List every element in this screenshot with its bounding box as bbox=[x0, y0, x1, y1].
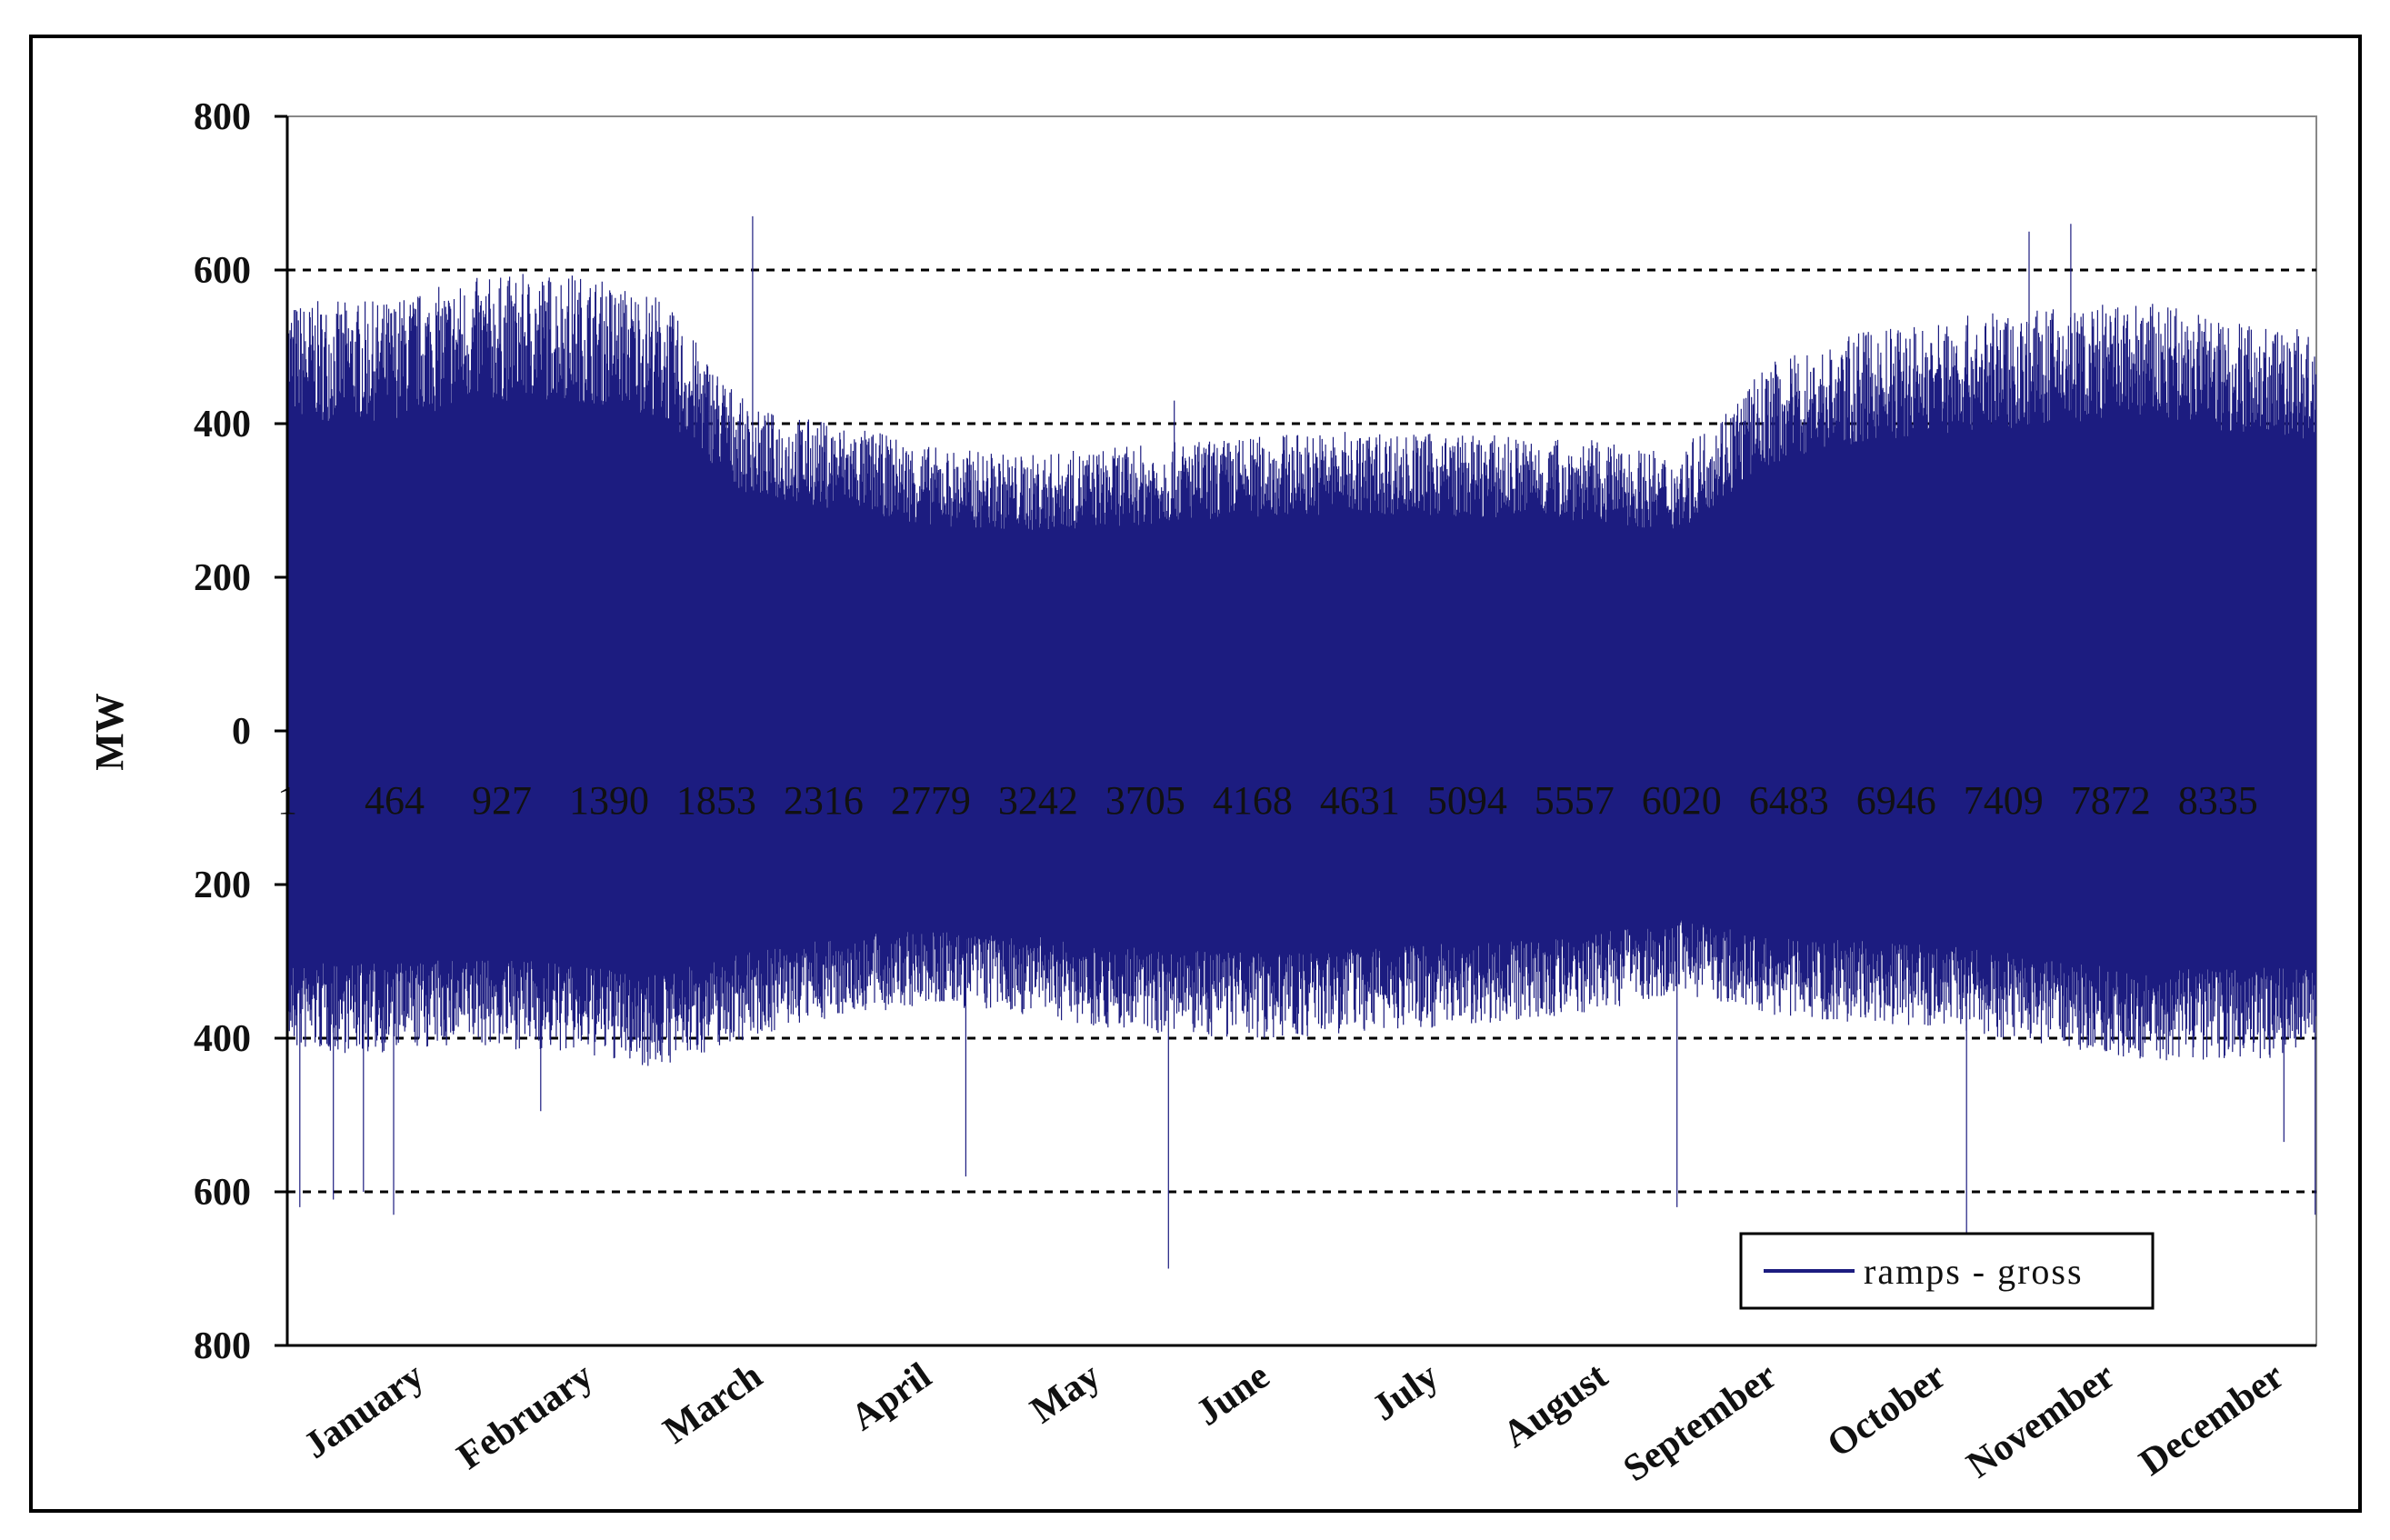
y-tick-label: 600 bbox=[194, 250, 251, 292]
y-tick-label: 400 bbox=[194, 1018, 251, 1060]
axes bbox=[275, 115, 2316, 1347]
x-hour-label: 4631 bbox=[1320, 778, 1400, 823]
y-tick-label: 400 bbox=[194, 404, 251, 445]
y-tick-label: 200 bbox=[194, 865, 251, 906]
x-hour-label: 2779 bbox=[891, 778, 971, 823]
x-hour-label: 6020 bbox=[1642, 778, 1722, 823]
y-tick-label: 200 bbox=[194, 557, 251, 599]
legend: ramps - gross bbox=[1739, 1232, 2155, 1310]
y-tick-labels: 800 600 400 200 0 200 400 600 800 bbox=[194, 96, 251, 1367]
y-tick-label: 800 bbox=[194, 1325, 251, 1367]
x-hour-label: 464 bbox=[365, 778, 425, 823]
x-hour-label: 6483 bbox=[1749, 778, 1829, 823]
x-hour-label: 8335 bbox=[2178, 778, 2258, 823]
x-hour-label: 3242 bbox=[998, 778, 1078, 823]
x-hour-label: 2316 bbox=[784, 778, 864, 823]
x-hour-label: 1390 bbox=[569, 778, 649, 823]
x-hour-label: 6946 bbox=[1856, 778, 1936, 823]
y-axis-label: MW bbox=[87, 693, 132, 771]
x-hour-label: 927 bbox=[472, 778, 532, 823]
legend-entry: ramps - gross bbox=[1864, 1251, 2084, 1292]
x-hour-label: 5094 bbox=[1427, 778, 1507, 823]
hour-labels: 1464927139018532316277932423705416846315… bbox=[277, 778, 2258, 823]
x-hour-label: 4168 bbox=[1213, 778, 1293, 823]
y-tick-label: 800 bbox=[194, 96, 251, 138]
y-tick-label: 600 bbox=[194, 1172, 251, 1214]
x-hour-label: 7872 bbox=[2071, 778, 2151, 823]
y-tick-label: 0 bbox=[232, 711, 251, 753]
x-hour-label: 3705 bbox=[1105, 778, 1185, 823]
x-hour-label: 1853 bbox=[676, 778, 756, 823]
x-hour-label: 7409 bbox=[1964, 778, 2044, 823]
x-hour-label: 5557 bbox=[1535, 778, 1615, 823]
